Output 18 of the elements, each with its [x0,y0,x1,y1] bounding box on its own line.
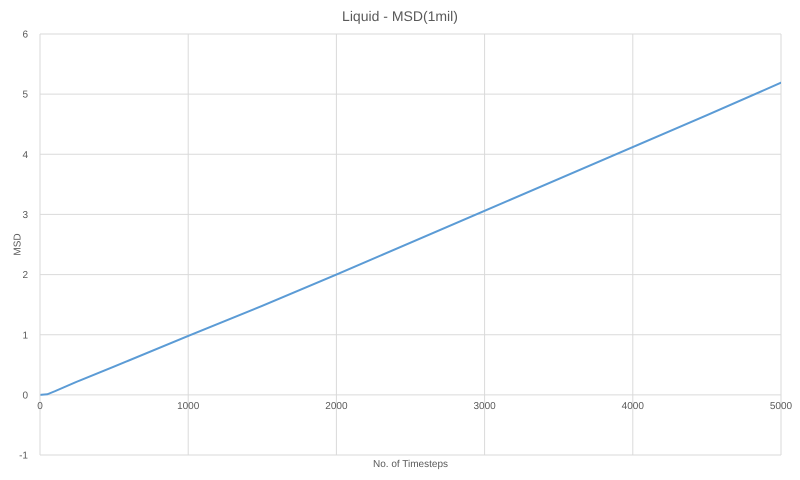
x-axis-title: No. of Timesteps [372,459,448,470]
y-tick-label: 1 [22,330,28,342]
y-tick-label: 3 [22,210,28,221]
x-tick-label: 4000 [622,400,644,412]
y-tick-label: 2 [22,270,28,282]
y-tick-label: 5 [22,90,28,101]
y-tick-label: -1 [19,450,28,462]
x-tick-label: 1000 [177,400,200,412]
chart-title: Liquid - MSD(1mil) [341,8,459,24]
y-tick-label: 6 [22,30,28,41]
x-tick-label: 2000 [325,400,348,412]
y-tick-label: 4 [22,150,28,161]
x-tick-label: 0 [37,400,44,412]
x-tick-label: 3000 [473,400,496,412]
line-series [40,82,781,396]
y-tick-label: 0 [22,390,28,402]
x-tick-label: 5000 [770,400,793,412]
y-axis-title: MSD [12,233,24,256]
